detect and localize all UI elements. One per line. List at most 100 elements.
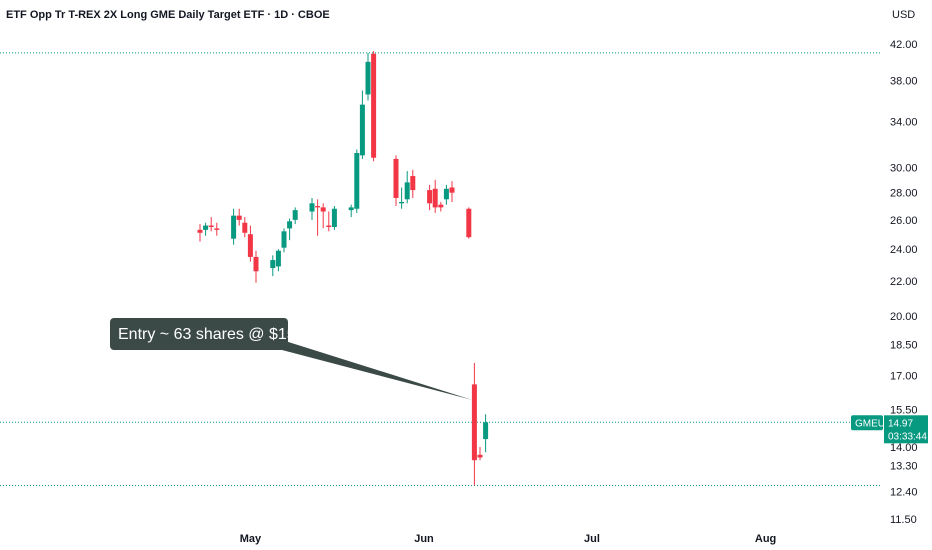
candle-26 (399, 187, 405, 209)
candle-2 (203, 222, 209, 236)
candle-36 (477, 446, 483, 461)
candle-body (449, 187, 455, 193)
x-tick-label: May (240, 533, 262, 545)
candle-4 (214, 222, 220, 236)
candle-29 (427, 184, 433, 211)
candle-body (443, 188, 449, 200)
candle-9 (253, 250, 259, 283)
candle-body (348, 207, 354, 211)
candle-7 (242, 217, 248, 238)
y-tick-label: 13.30 (890, 461, 918, 473)
candle-body (231, 215, 237, 239)
callout-text: Entry ~ 63 shares @ $15.91 (118, 326, 318, 343)
candle-body (287, 221, 293, 229)
entry-callout[interactable]: Entry ~ 63 shares @ $15.91 (110, 318, 473, 400)
candle-6 (236, 208, 242, 226)
candle-body (427, 190, 433, 204)
candle-body (399, 201, 405, 204)
candle-13 (287, 218, 293, 241)
bar-countdown-label: 03:33:44 (888, 431, 927, 442)
candle-19 (331, 206, 337, 230)
y-tick-label: 12.40 (890, 486, 918, 498)
y-tick-label: 30.00 (890, 162, 918, 174)
candle-body (236, 215, 242, 220)
y-tick-label: 17.00 (890, 371, 918, 383)
candle-11 (275, 249, 281, 272)
candle-37 (483, 414, 489, 453)
y-tick-label: 34.00 (890, 116, 918, 128)
y-tick-label: 14.00 (890, 442, 918, 454)
candle-27 (404, 171, 410, 204)
candle-body (365, 61, 371, 95)
y-tick-label: 38.00 (890, 76, 918, 88)
candle-5 (231, 208, 237, 245)
horizontal-guide-lines (0, 52, 880, 487)
candle-22 (359, 90, 365, 159)
candle-20 (348, 204, 354, 218)
candle-body (466, 208, 472, 238)
y-tick-label: 18.50 (890, 340, 918, 352)
last-price-label: 14.97 (888, 418, 913, 429)
candle-body (292, 210, 298, 220)
candle-12 (281, 228, 287, 253)
candle-31 (438, 201, 444, 212)
candle-body (309, 203, 315, 212)
candle-34 (466, 207, 472, 239)
candle-body (253, 256, 259, 272)
price-axis[interactable]: 42.00 38.00 34.00 30.00 28.00 26.00 24.00 22.00… (890, 39, 918, 526)
callout-pointer (282, 340, 473, 400)
y-tick-label: 28.00 (890, 188, 918, 200)
candle-body (326, 225, 332, 227)
candle-body (242, 222, 248, 233)
candle-body (359, 104, 365, 156)
callout-box (110, 318, 288, 350)
candle-body (477, 454, 483, 458)
symbol-label: GMEU (855, 418, 885, 429)
candle-23 (365, 52, 371, 101)
y-tick-label: 24.00 (890, 244, 918, 256)
price-badge (884, 415, 928, 444)
y-tick-label: 20.00 (890, 311, 918, 323)
chart-title: ETF Opp Tr T-REX 2X Long GME Daily Targe… (6, 9, 330, 21)
y-tick-label: 11.50 (890, 514, 917, 526)
candle-body (320, 207, 326, 212)
candle-body (438, 204, 444, 208)
candle-body (247, 234, 253, 257)
candle-body (275, 250, 281, 267)
candle-body (371, 53, 377, 158)
candle-15 (309, 197, 315, 220)
candle-8 (247, 225, 253, 262)
candle-body (483, 422, 489, 440)
candles (197, 51, 489, 486)
candle-body (471, 384, 477, 461)
candle-body (410, 176, 416, 191)
candle-25 (393, 155, 399, 207)
candle-body (214, 228, 220, 230)
candle-14 (292, 207, 298, 225)
candle-body (315, 206, 321, 208)
y-tick-label: 26.00 (890, 215, 918, 227)
last-price-tag: GMEU 14.97 03:33:44 (851, 415, 928, 444)
candle-body (393, 158, 399, 198)
candle-21 (354, 149, 360, 213)
candle-32 (443, 184, 449, 205)
candle-body (354, 153, 360, 209)
symbol-badge (851, 415, 883, 431)
y-tick-label: 42.00 (890, 39, 918, 51)
x-tick-label: Aug (755, 533, 776, 545)
candle-body (432, 188, 438, 208)
candle-30 (432, 179, 438, 213)
candle-body (404, 182, 410, 200)
candle-body (197, 229, 203, 233)
y-tick-label: 15.50 (890, 405, 918, 417)
candle-body (331, 208, 337, 227)
x-tick-label: Jul (584, 533, 600, 545)
candle-17 (320, 203, 326, 229)
candle-35 (471, 362, 477, 486)
candle-28 (410, 169, 416, 198)
time-axis[interactable]: May Jun Jul Aug (240, 533, 777, 545)
candle-1 (197, 224, 203, 242)
y-tick-label: 22.00 (890, 276, 918, 288)
currency-label[interactable]: USD (892, 9, 915, 21)
